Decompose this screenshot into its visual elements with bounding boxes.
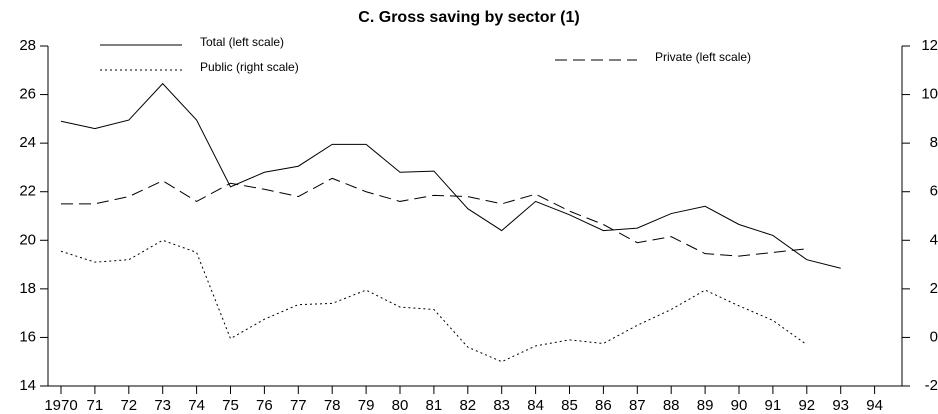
- y-tick-label: 26: [19, 86, 36, 103]
- y-tick-label: 22: [19, 183, 36, 200]
- x-tick-label: 1970: [44, 397, 77, 414]
- x-tick-label: 92: [798, 397, 815, 414]
- x-tick-label: 78: [324, 397, 341, 414]
- x-tick-label: 75: [222, 397, 239, 414]
- x-tick-label: 71: [87, 397, 104, 414]
- x-tick-label: 73: [154, 397, 171, 414]
- x-tick-label: 89: [697, 397, 714, 414]
- x-tick-label: 79: [358, 397, 375, 414]
- series-line: [61, 177, 807, 257]
- x-tick-label: 84: [527, 397, 544, 414]
- x-tick-label: 83: [493, 397, 510, 414]
- y-tick-label: 14: [19, 377, 36, 394]
- x-tick-label: 82: [459, 397, 476, 414]
- y-tick-label: 16: [19, 328, 36, 345]
- legend-label: Total (left scale): [200, 35, 284, 49]
- y2-tick-label: 8: [930, 134, 938, 151]
- x-tick-label: 76: [256, 397, 273, 414]
- y2-tick-label: 12: [921, 37, 938, 54]
- x-tick-label: 88: [663, 397, 680, 414]
- y-tick-label: 28: [19, 37, 36, 54]
- y-tick-label: 18: [19, 280, 36, 297]
- x-tick-label: 93: [832, 397, 849, 414]
- legend-label: Private (left scale): [655, 50, 751, 64]
- y2-tick-label: -2: [925, 377, 938, 394]
- series-line: [60, 239, 808, 363]
- y-tick-label: 24: [19, 134, 36, 151]
- chart-title: C. Gross saving by sector (1): [358, 9, 579, 26]
- y2-tick-label: 6: [930, 183, 938, 200]
- series-line: [60, 82, 841, 269]
- x-tick-label: 81: [426, 397, 443, 414]
- y2-tick-label: 2: [930, 280, 938, 297]
- x-tick-label: 74: [188, 397, 205, 414]
- x-tick-label: 72: [120, 397, 137, 414]
- y-tick-label: 20: [19, 231, 36, 248]
- x-tick-label: 77: [290, 397, 307, 414]
- legend-label: Public (right scale): [200, 60, 299, 74]
- y2-tick-label: 4: [930, 231, 938, 248]
- x-tick-label: 90: [731, 397, 748, 414]
- y2-tick-label: 10: [921, 86, 938, 103]
- y2-tick-label: 0: [930, 328, 938, 345]
- x-tick-label: 94: [866, 397, 883, 414]
- x-tick-label: 80: [392, 397, 409, 414]
- x-tick-label: 85: [561, 397, 578, 414]
- x-tick-label: 87: [629, 397, 646, 414]
- x-tick-label: 86: [595, 397, 612, 414]
- x-tick-label: 91: [765, 397, 782, 414]
